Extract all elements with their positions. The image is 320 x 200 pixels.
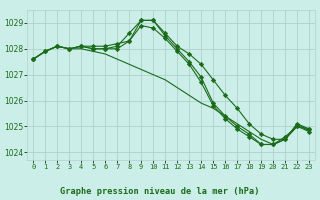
Text: Graphe pression niveau de la mer (hPa): Graphe pression niveau de la mer (hPa) [60,187,260,196]
